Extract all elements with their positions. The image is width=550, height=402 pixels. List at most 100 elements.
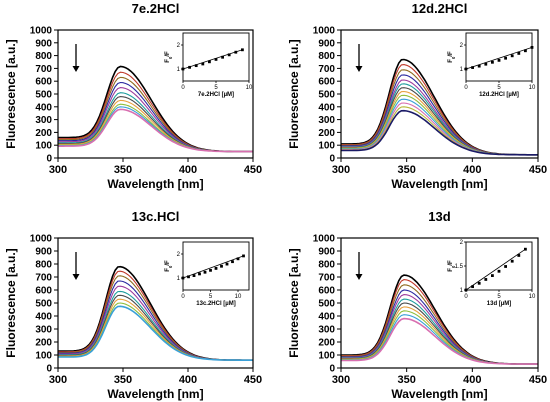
x-tick-label: 450 [244,374,262,386]
inset-point [220,264,223,268]
inset-point [187,275,190,279]
inset-y-tick-label: 2 [177,252,181,258]
inset-x-tick-label: 5 [497,85,501,91]
y-axis-label: Fluorescence [a.u.] [287,39,301,148]
inset-frame [465,32,533,82]
y-tick-label: 700 [318,64,335,75]
inset-point [477,281,481,285]
y-tick-label: 100 [318,351,335,362]
inset-fit-line [465,248,526,291]
inset-point [227,53,231,57]
y-tick-label: 400 [318,312,335,323]
chart-title: 13d [428,209,450,224]
y-tick-label: 300 [318,115,335,126]
x-tick-label: 300 [332,374,350,386]
inset-x-tick-label: 10 [529,294,536,300]
inset-x-tick-label: 0 [464,85,468,91]
inset-y-tick-label: 1 [460,67,464,73]
inset-point [517,52,521,55]
inset-point [208,60,211,64]
inset-point [477,64,481,68]
inset-x-tick-label: 0 [181,294,185,300]
x-tick-label: 400 [463,164,481,176]
y-tick-label: 200 [318,128,335,139]
x-tick-label: 350 [397,374,415,386]
inset-frame [182,32,250,82]
y-tick-label: 900 [318,38,335,49]
y-tick-label: 300 [35,325,52,336]
arrow-head [72,274,80,280]
inset-y-tick-label: 1 [460,288,464,294]
y-tick-label: 100 [318,141,335,152]
inset-y-tick-label: 2 [177,43,181,49]
y-tick-label: 100 [35,141,52,152]
inset-point [517,254,521,257]
y-tick-label: 0 [329,364,335,375]
x-tick-label: 300 [332,164,350,176]
y-axis-label: Fluorescence [a.u.] [287,248,301,357]
y-axis-label: Fluorescence [a.u.] [4,248,18,357]
inset-point [241,48,244,52]
inset-y-tick-label: 1.5 [455,264,464,270]
y-tick-label: 500 [35,90,52,101]
inset-x-label: 13c.2HCl [µM] [196,301,235,307]
series-line [341,317,538,365]
y-tick-label: 1000 [30,234,53,245]
inset-point [203,270,207,274]
y-tick-label: 500 [318,90,335,101]
inset-x-tick-label: 0 [464,294,468,300]
chart-title: 13c.HCl [132,209,180,224]
series-line [58,108,253,153]
y-tick-label: 400 [35,102,52,113]
inset-x-tick-label: 10 [235,294,242,300]
inset-point [504,56,507,60]
y-tick-label: 600 [35,286,52,297]
inset-point [192,274,196,277]
inset-point [524,49,527,53]
inset-point [504,265,507,268]
inset-x-tick-label: 5 [497,294,501,300]
y-tick-label: 700 [35,64,52,75]
y-tick-label: 0 [46,364,52,375]
inset-y-label: F0/F [448,51,456,63]
x-tick-label: 400 [463,374,481,386]
chart-title: 7e.2HCl [132,1,180,16]
y-tick-label: 0 [329,154,335,165]
inset-point [188,65,191,69]
x-tick-label: 350 [397,164,415,176]
inset-point [234,50,238,54]
inset-fit-line [465,47,533,70]
inset-x-label: 13d [µM] [487,301,511,307]
inset-point [524,247,527,251]
inset-point [242,254,245,258]
y-tick-label: 500 [318,299,335,310]
inset-y-tick-label: 2 [460,43,464,49]
inset-y-tick-label: 1 [177,67,181,73]
inset-point [471,66,474,69]
y-tick-label: 600 [318,77,335,88]
x-tick-label: 300 [49,164,67,176]
y-tick-label: 300 [35,115,52,126]
series-line [341,109,538,156]
y-tick-label: 700 [318,273,335,284]
y-tick-label: 600 [318,286,335,297]
inset-fit-line [182,49,243,70]
inset-point [236,257,240,261]
inset-x-label: 7e.2HCl [µM] [198,92,234,98]
inset-y-label: F0/F [165,51,173,63]
arrow-head [355,274,363,280]
inset-point [214,58,218,61]
inset-y-tick-label: 1 [177,276,181,282]
y-tick-label: 800 [35,51,52,62]
inset-point [214,267,218,270]
inset-point [484,62,488,66]
x-tick-label: 350 [114,164,132,176]
inset-x-tick-label: 0 [181,85,185,91]
y-tick-label: 800 [35,260,52,271]
x-tick-label: 450 [529,164,547,176]
x-tick-label: 400 [179,374,197,386]
y-tick-label: 200 [35,338,52,349]
